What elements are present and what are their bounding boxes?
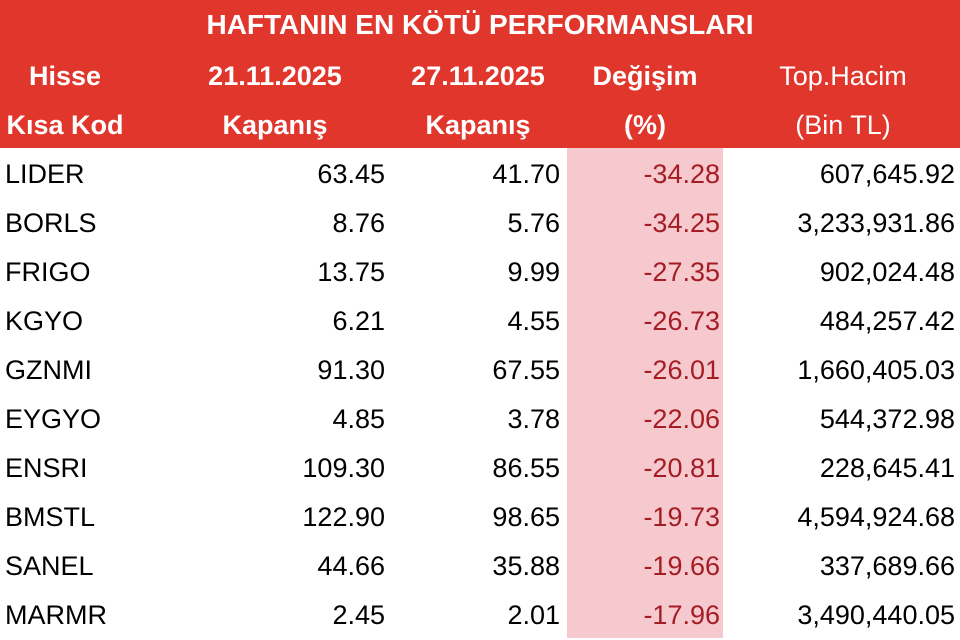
- value-cell: 484,257.42: [819, 306, 955, 336]
- value-cell: 544,372.98: [819, 404, 955, 434]
- value-cell: 4.85: [332, 404, 385, 434]
- column-header: (%): [624, 110, 666, 140]
- value-cell: 63.45: [317, 159, 385, 189]
- value-cell: 98.65: [492, 502, 560, 532]
- value-cell: 4,594,924.68: [797, 502, 955, 532]
- value-cell: 86.55: [492, 453, 560, 483]
- change-cell: -19.73: [643, 502, 720, 532]
- value-cell: 4.55: [507, 306, 560, 336]
- stock-code: BMSTL: [5, 502, 96, 532]
- change-cell: -26.73: [643, 306, 720, 336]
- change-cell: -34.25: [643, 208, 720, 238]
- column-header: (Bin TL): [795, 110, 891, 140]
- stock-code: ENSRI: [5, 453, 88, 483]
- value-cell: 2.45: [332, 600, 385, 630]
- column-header: 21.11.2025: [208, 61, 342, 91]
- stock-code: EYGYO: [5, 404, 102, 434]
- stock-code: SANEL: [5, 551, 94, 581]
- stock-code: BORLS: [5, 208, 97, 238]
- stock-code: GZNMI: [5, 355, 92, 385]
- value-cell: 1,660,405.03: [797, 355, 955, 385]
- change-cell: -27.35: [643, 257, 720, 287]
- column-header: Kapanış: [222, 110, 328, 140]
- value-cell: 337,689.66: [819, 551, 955, 581]
- value-cell: 228,645.41: [819, 453, 955, 483]
- change-cell: -34.28: [643, 159, 720, 189]
- value-cell: 3.78: [507, 404, 560, 434]
- value-cell: 41.70: [492, 159, 560, 189]
- column-header: Değişim: [592, 61, 698, 91]
- value-cell: 607,645.92: [819, 159, 955, 189]
- change-cell: -17.96: [643, 600, 720, 630]
- value-cell: 44.66: [317, 551, 385, 581]
- value-cell: 9.99: [507, 257, 560, 287]
- change-cell: -20.81: [643, 453, 720, 483]
- column-header: Kısa Kod: [6, 110, 124, 140]
- column-header: Hisse: [28, 61, 102, 91]
- value-cell: 91.30: [317, 355, 385, 385]
- value-cell: 3,233,931.86: [797, 208, 955, 238]
- value-cell: 67.55: [492, 355, 560, 385]
- column-header: 27.11.2025: [411, 61, 545, 91]
- change-column-highlight: [567, 148, 723, 638]
- column-header: Top.Hacim: [779, 61, 907, 91]
- header-band: [0, 0, 960, 148]
- column-header: Kapanış: [425, 110, 531, 140]
- value-cell: 2.01: [507, 600, 560, 630]
- stock-code: MARMR: [5, 600, 107, 630]
- change-cell: -22.06: [643, 404, 720, 434]
- table-title: HAFTANIN EN KÖTÜ PERFORMANSLARI: [206, 9, 754, 40]
- change-cell: -19.66: [643, 551, 720, 581]
- stock-code: KGYO: [5, 306, 84, 336]
- change-cell: -26.01: [643, 355, 720, 385]
- value-cell: 122.90: [302, 502, 385, 532]
- stock-code: LIDER: [5, 159, 85, 189]
- value-cell: 3,490,440.05: [797, 600, 955, 630]
- value-cell: 6.21: [332, 306, 385, 336]
- value-cell: 8.76: [332, 208, 385, 238]
- value-cell: 35.88: [492, 551, 560, 581]
- stock-code: FRIGO: [5, 257, 91, 287]
- value-cell: 109.30: [302, 453, 385, 483]
- value-cell: 13.75: [317, 257, 385, 287]
- value-cell: 902,024.48: [819, 257, 955, 287]
- value-cell: 5.76: [507, 208, 560, 238]
